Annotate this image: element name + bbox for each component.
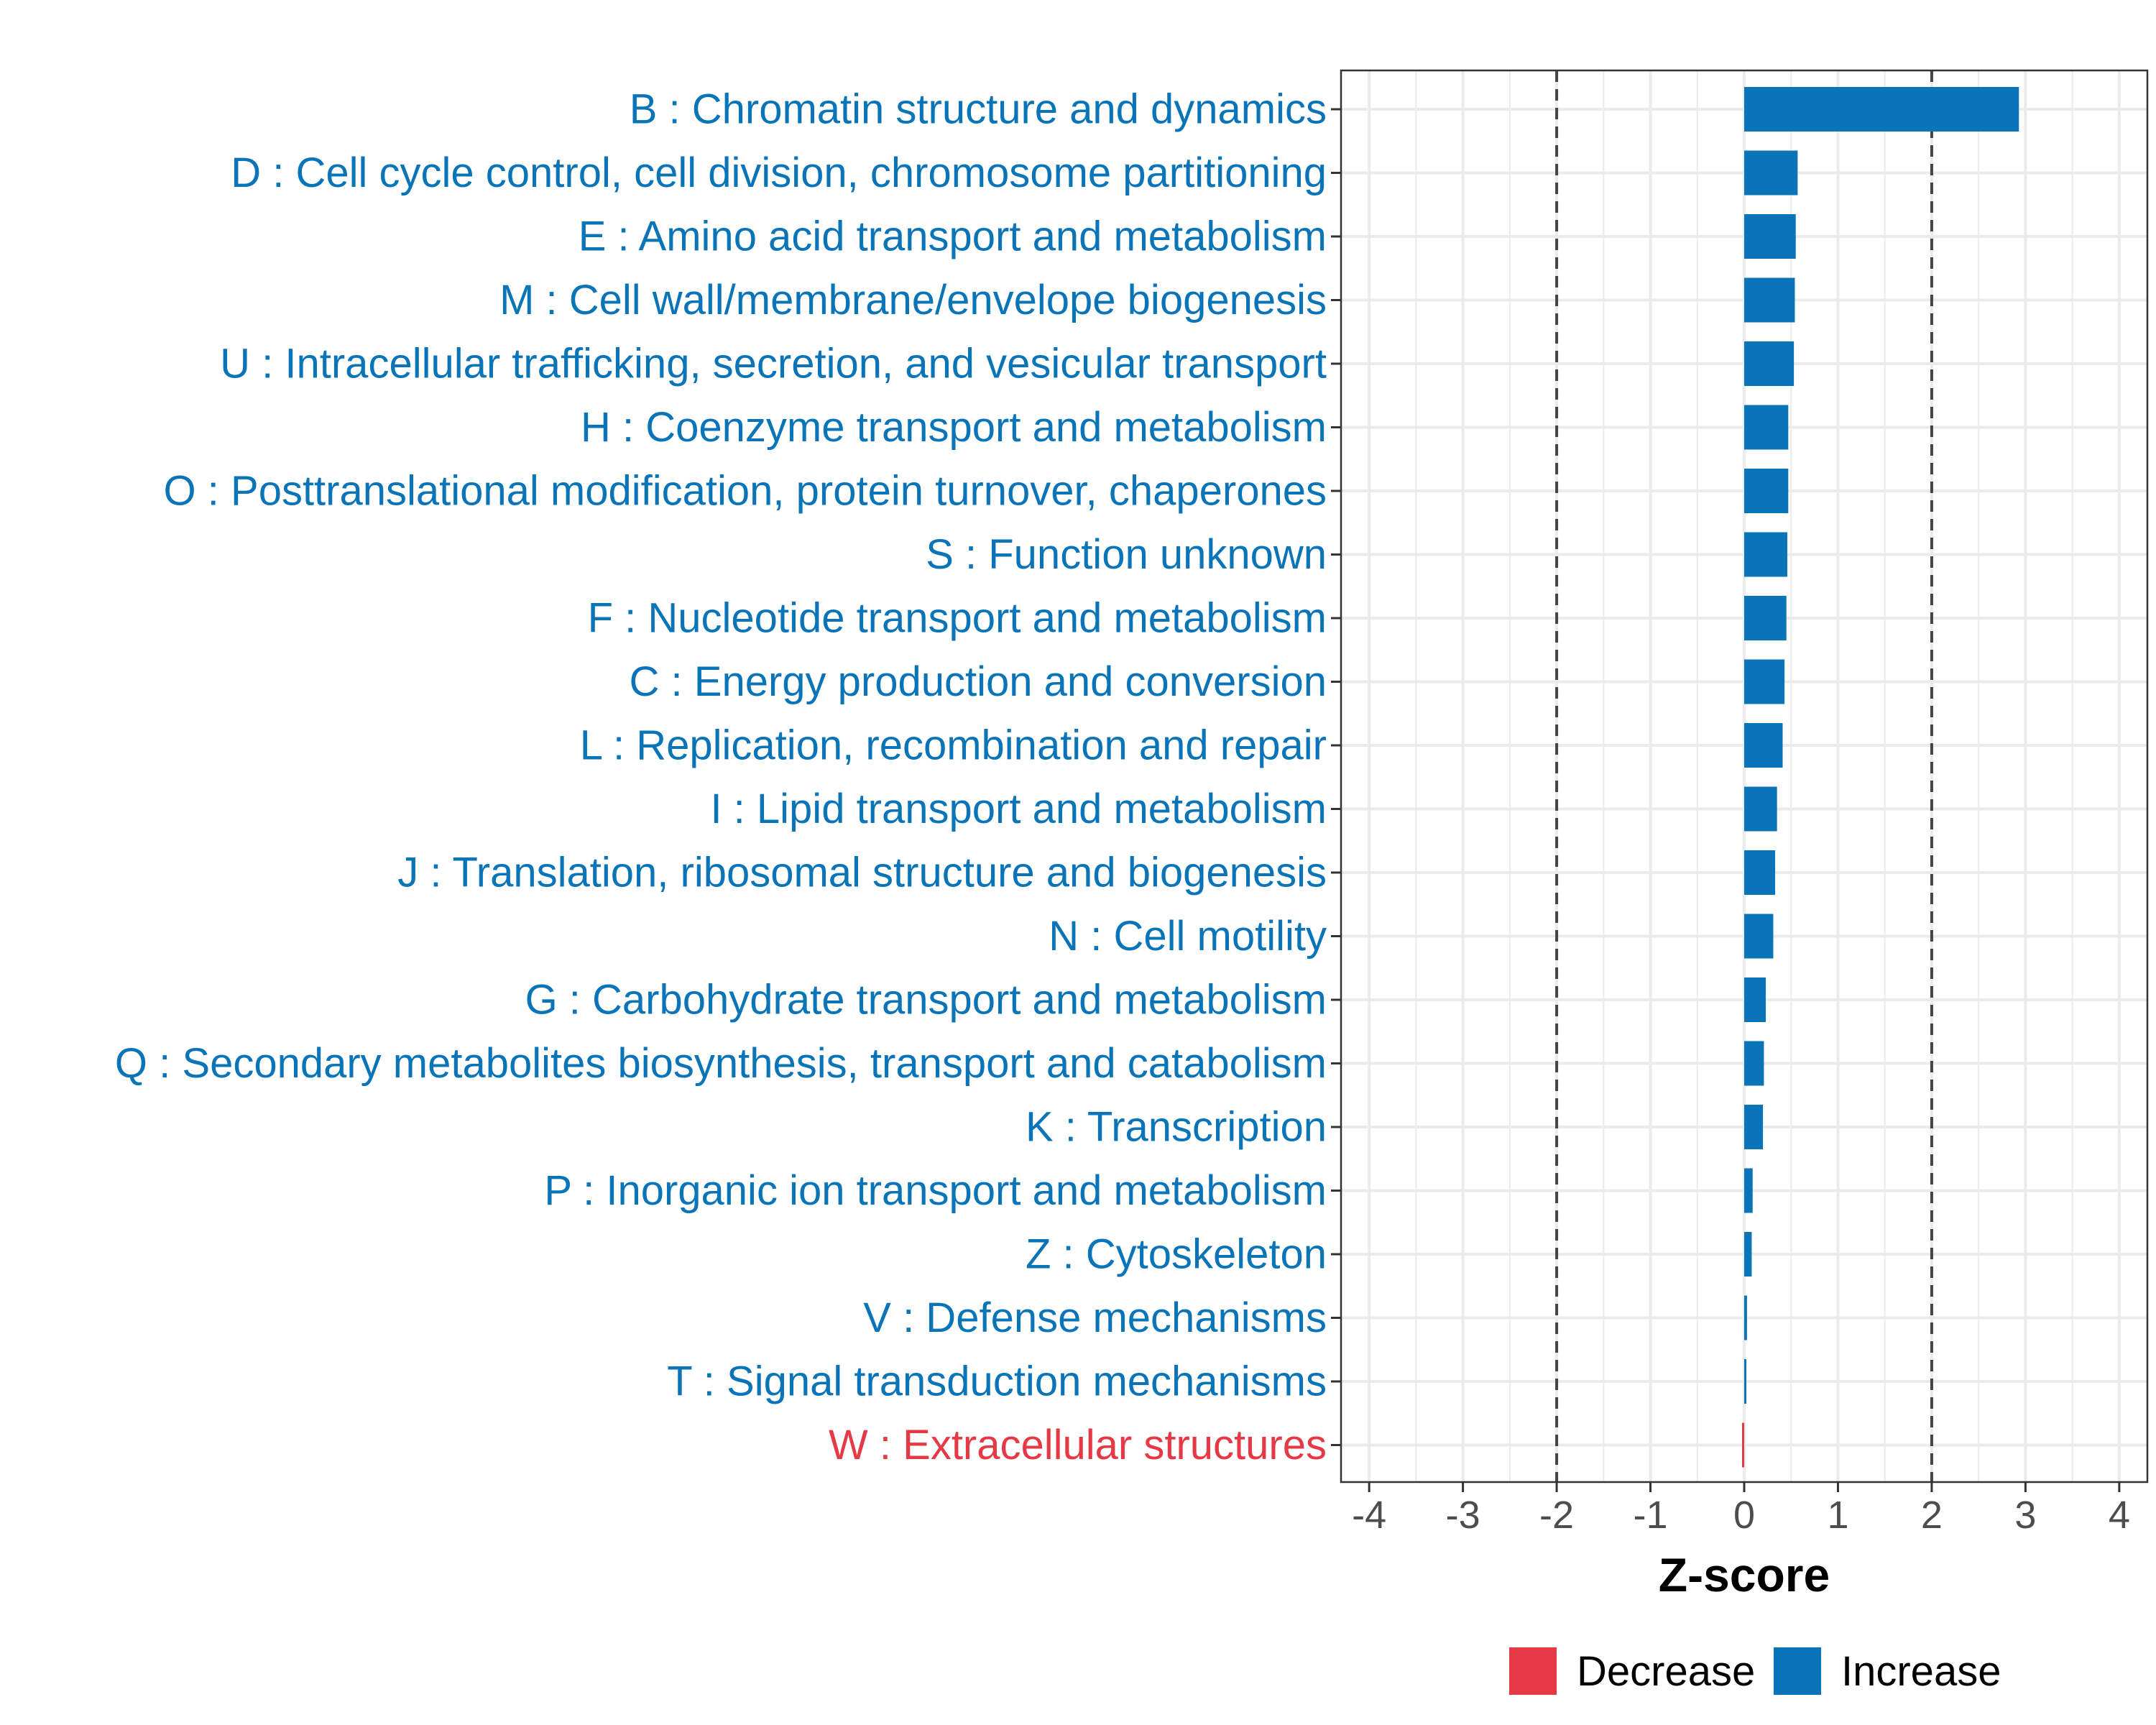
x-tick-label: 0 (1733, 1494, 1755, 1537)
bar (1744, 723, 1783, 768)
x-tick-label: 2 (1921, 1494, 1943, 1537)
bar (1744, 405, 1789, 450)
bar (1744, 469, 1789, 513)
y-category-label: O : Posttranslational modification, prot… (164, 468, 1327, 515)
y-category-label: S : Function unknown (926, 531, 1327, 578)
y-category-label: I : Lipid transport and metabolism (710, 786, 1327, 832)
y-category-label: K : Transcription (1026, 1104, 1327, 1151)
y-category-label: P : Inorganic ion transport and metaboli… (544, 1167, 1327, 1214)
bar (1744, 1041, 1764, 1086)
reference-lines (1555, 70, 1933, 1482)
bar (1744, 532, 1788, 577)
bar (1744, 214, 1796, 259)
bar (1744, 1295, 1747, 1340)
bar (1744, 914, 1774, 959)
bar (1744, 87, 2019, 132)
x-tick-label: 4 (2109, 1494, 2130, 1537)
bar (1744, 1168, 1753, 1213)
y-category-label: V : Defense mechanisms (863, 1294, 1327, 1341)
y-category-label: G : Carbohydrate transport and metabolis… (525, 977, 1327, 1024)
legend-key-decrease (1509, 1647, 1557, 1695)
bar (1744, 341, 1795, 386)
bar (1744, 1232, 1752, 1276)
bar (1744, 850, 1776, 895)
x-tick-label: 3 (2014, 1494, 2036, 1537)
y-category-label: L : Replication, recombination and repai… (580, 722, 1327, 769)
y-category-label: J : Translation, ribosomal structure and… (397, 850, 1327, 896)
x-axis-title: Z-score (1659, 1548, 1830, 1601)
x-tick-label: -3 (1446, 1494, 1480, 1537)
y-category-label: E : Amino acid transport and metabolism (579, 213, 1327, 260)
y-category-label: Z : Cytoskeleton (1026, 1231, 1327, 1278)
x-tick-label: 1 (1827, 1494, 1848, 1537)
bar (1744, 1105, 1764, 1149)
y-category-label: B : Chromatin structure and dynamics (630, 86, 1327, 133)
y-category-label: M : Cell wall/membrane/envelope biogenes… (499, 277, 1327, 323)
x-tick-label: -4 (1352, 1494, 1386, 1537)
y-axis-category-labels: B : Chromatin structure and dynamics D : … (115, 86, 1327, 1469)
legend-key-increase (1774, 1647, 1821, 1695)
y-category-label: T : Signal transduction mechanisms (667, 1358, 1327, 1405)
bar (1744, 596, 1787, 640)
y-axis-ticks (1331, 108, 1341, 1446)
bar (1744, 277, 1795, 323)
x-tick-label: -2 (1539, 1494, 1574, 1537)
y-category-label: W : Extracellular structures (829, 1422, 1327, 1468)
x-axis-ticks: -4 -3 -2 -1 0 1 2 3 4 (1352, 1482, 2130, 1537)
y-category-label: D : Cell cycle control, cell division, c… (231, 150, 1327, 196)
y-category-label: F : Nucleotide transport and metabolism (588, 595, 1327, 642)
y-category-label: N : Cell motility (1049, 913, 1327, 960)
bars (1742, 87, 2019, 1468)
y-category-label: Q : Secondary metabolites biosynthesis, … (115, 1040, 1327, 1087)
bar (1742, 1422, 1744, 1468)
bar (1744, 978, 1766, 1022)
legend-label-decrease: Decrease (1577, 1648, 1755, 1695)
y-category-label: U : Intracellular trafficking, secretion… (220, 341, 1327, 387)
y-category-label: H : Coenzyme transport and metabolism (581, 404, 1327, 451)
bar (1744, 150, 1798, 196)
y-category-label: C : Energy production and conversion (630, 658, 1327, 705)
bar (1744, 659, 1785, 704)
legend: Decrease Increase (1509, 1647, 2001, 1695)
x-tick-label: -1 (1634, 1494, 1668, 1537)
legend-label-increase: Increase (1841, 1648, 2001, 1695)
bar (1744, 786, 1777, 832)
bar (1744, 1359, 1746, 1404)
